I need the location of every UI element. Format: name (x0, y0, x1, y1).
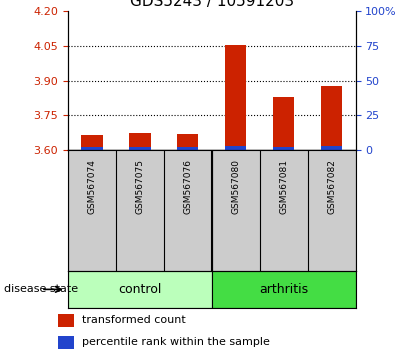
Text: control: control (118, 283, 162, 296)
Bar (129, 133, 150, 150)
Text: GSM567081: GSM567081 (279, 159, 288, 214)
Bar (81, 135, 103, 150)
Text: GSM567075: GSM567075 (135, 159, 144, 214)
Text: disease state: disease state (4, 284, 78, 295)
Bar (58, 314, 74, 327)
Bar (212, 271, 356, 308)
Bar (321, 146, 342, 150)
Text: GSM567076: GSM567076 (183, 159, 192, 214)
Text: arthritis: arthritis (259, 283, 308, 296)
Text: percentile rank within the sample: percentile rank within the sample (82, 337, 270, 348)
Title: GDS5243 / 10591203: GDS5243 / 10591203 (129, 0, 294, 10)
Text: GSM567080: GSM567080 (231, 159, 240, 214)
Bar (321, 86, 342, 150)
Text: GSM567074: GSM567074 (87, 159, 96, 214)
Bar (177, 147, 199, 150)
Bar (81, 147, 103, 150)
Bar (58, 336, 74, 349)
Text: GSM567082: GSM567082 (327, 159, 336, 214)
Bar (68, 271, 212, 308)
Bar (177, 134, 199, 150)
Bar (273, 97, 294, 150)
Text: transformed count: transformed count (82, 315, 186, 325)
Bar (225, 45, 247, 150)
Bar (225, 146, 247, 150)
Bar (273, 147, 294, 150)
Bar (129, 147, 150, 150)
